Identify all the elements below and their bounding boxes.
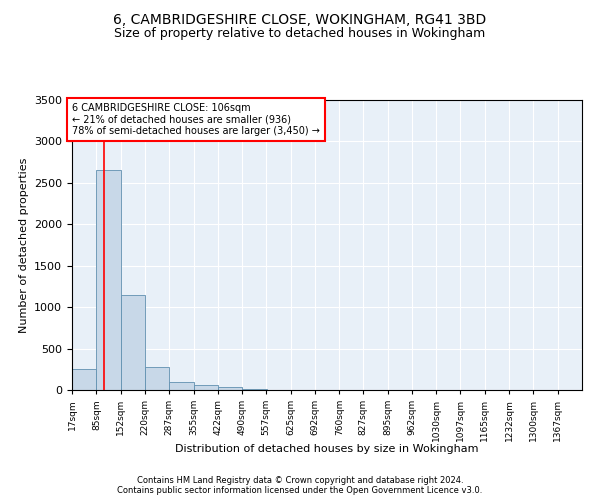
Bar [169,382,194,390]
Y-axis label: Number of detached properties: Number of detached properties [19,158,29,332]
Text: 6 CAMBRIDGESHIRE CLOSE: 106sqm
← 21% of detached houses are smaller (936)
78% of: 6 CAMBRIDGESHIRE CLOSE: 106sqm ← 21% of … [73,103,320,136]
Text: Contains HM Land Registry data © Crown copyright and database right 2024.: Contains HM Land Registry data © Crown c… [137,476,463,485]
Bar [145,367,169,390]
X-axis label: Distribution of detached houses by size in Wokingham: Distribution of detached houses by size … [175,444,479,454]
Bar [72,369,97,390]
Bar [97,170,121,390]
Bar [218,387,242,390]
Text: Size of property relative to detached houses in Wokingham: Size of property relative to detached ho… [115,28,485,40]
Bar [121,294,145,390]
Text: Contains public sector information licensed under the Open Government Licence v3: Contains public sector information licen… [118,486,482,495]
Text: 6, CAMBRIDGESHIRE CLOSE, WOKINGHAM, RG41 3BD: 6, CAMBRIDGESHIRE CLOSE, WOKINGHAM, RG41… [113,12,487,26]
Bar [194,385,218,390]
